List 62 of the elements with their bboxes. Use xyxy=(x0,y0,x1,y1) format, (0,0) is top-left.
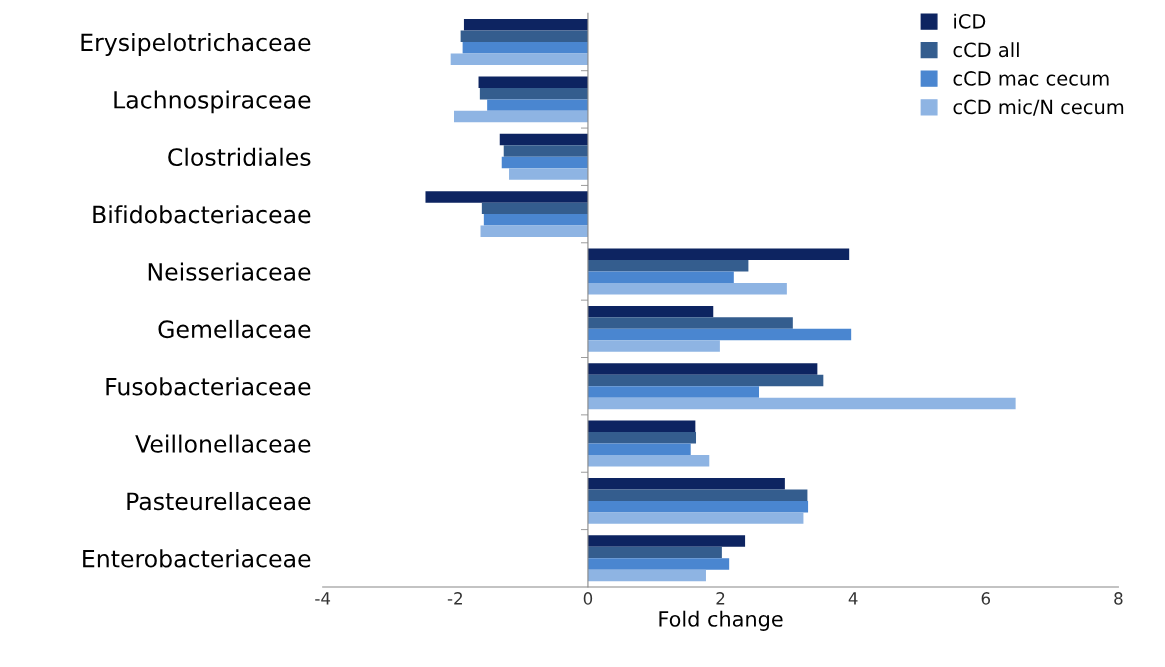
bar xyxy=(481,202,588,215)
legend-label: cCD mac cecum xyxy=(953,71,1109,86)
bar xyxy=(450,53,588,65)
bar xyxy=(479,87,588,100)
bar xyxy=(501,156,588,169)
bar xyxy=(503,145,588,157)
y-tick-label: Veillonellaceae xyxy=(135,434,311,453)
bar xyxy=(587,260,749,272)
bar xyxy=(587,443,691,456)
bar xyxy=(587,512,804,524)
y-tick-label: Neisseriaceae xyxy=(148,262,311,281)
x-axis-title: Fold change xyxy=(659,610,783,631)
y-tick-label: Enterobacteriaceae xyxy=(83,549,311,568)
bar xyxy=(587,432,697,444)
x-tick-label: 6 xyxy=(981,592,991,605)
bar xyxy=(587,317,793,329)
y-tick-label: Fusobacteriaceae xyxy=(106,377,311,396)
bar xyxy=(587,374,824,387)
bar xyxy=(587,271,734,283)
bar xyxy=(587,386,760,398)
bar xyxy=(463,19,588,31)
x-tick-label: -4 xyxy=(315,592,331,605)
bar xyxy=(587,363,818,375)
bar xyxy=(483,214,588,226)
bar xyxy=(460,30,588,43)
bar xyxy=(480,225,588,238)
x-tick-label: -2 xyxy=(447,592,462,605)
x-tick-label: 4 xyxy=(848,592,858,605)
y-tick-label: Lachnospiraceae xyxy=(114,90,311,114)
bar xyxy=(587,477,785,490)
bar xyxy=(425,191,588,203)
bar xyxy=(587,282,787,295)
x-tick-label: 2 xyxy=(716,592,725,605)
legend-label: cCD all xyxy=(953,42,1019,58)
y-tick-label: Erysipelotrichaceae xyxy=(81,33,311,56)
x-tick-label: 8 xyxy=(1114,592,1123,605)
bar xyxy=(587,397,1016,410)
bar xyxy=(509,168,588,180)
y-tick-label: Bifidobacteriaceae xyxy=(93,205,311,224)
y-tick-label: Pasteurellaceae xyxy=(127,491,311,511)
bar xyxy=(587,455,710,467)
bar xyxy=(499,133,588,146)
bar xyxy=(587,305,714,318)
bar xyxy=(587,500,809,513)
bar xyxy=(587,569,706,582)
y-tick-label: Clostridiales xyxy=(168,147,311,167)
bar xyxy=(453,110,588,123)
legend-label: iCD xyxy=(954,13,986,29)
bar xyxy=(587,340,720,352)
bar xyxy=(587,328,852,341)
bar xyxy=(587,420,696,433)
bar xyxy=(587,535,746,547)
bar xyxy=(487,99,588,111)
bar xyxy=(587,489,808,501)
x-tick-label: 0 xyxy=(583,592,593,605)
y-tick-label: Gemellaceae xyxy=(158,319,311,339)
bar xyxy=(587,558,730,570)
bar xyxy=(462,42,588,54)
bar xyxy=(587,546,722,559)
legend-label: cCD mic/N cecum xyxy=(953,99,1124,116)
bar xyxy=(478,76,588,88)
bar xyxy=(587,248,850,260)
